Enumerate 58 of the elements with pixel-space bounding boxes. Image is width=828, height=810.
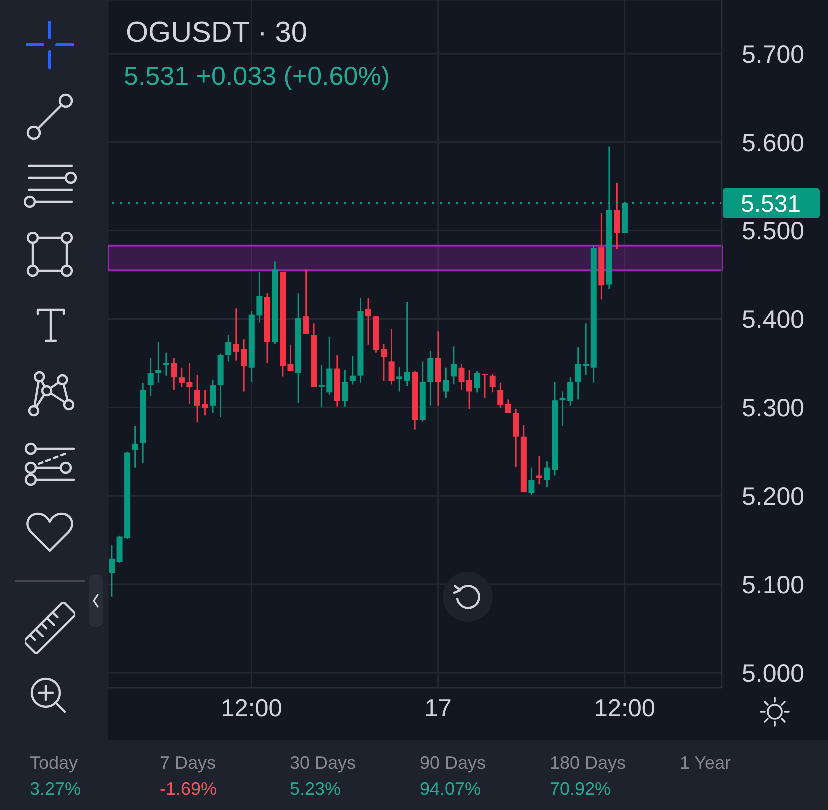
text: 7 Days	[160, 752, 216, 774]
candlestick	[226, 334, 232, 362]
candlestick	[156, 342, 162, 384]
candlestick	[482, 373, 488, 399]
candlestick	[428, 350, 434, 407]
y-tick-label: 5.700	[742, 40, 805, 69]
x-tick-label: 12:00	[221, 695, 282, 722]
candlestick	[342, 370, 348, 408]
candlestick	[171, 357, 178, 391]
y-tick-label: 5.400	[742, 306, 805, 334]
candlestick	[458, 364, 465, 391]
candlestick	[148, 357, 154, 397]
x-tick-label: 12:00	[594, 695, 656, 722]
y-tick-label: 5.100	[742, 571, 805, 600]
candlestick	[435, 330, 442, 407]
candlestick	[365, 297, 372, 346]
candlestick	[303, 269, 310, 335]
candlestick	[396, 366, 403, 392]
candlestick	[350, 356, 356, 386]
text: 30 Days	[290, 752, 356, 774]
text: 5.531 +0.033 (+0.60%)	[124, 60, 390, 92]
text: 90 Days	[420, 752, 486, 774]
candlestick	[109, 544, 115, 598]
candlestick	[288, 344, 294, 372]
candlestick	[505, 399, 512, 414]
text: Today	[30, 752, 78, 774]
y-tick-label: 5.600	[742, 129, 805, 158]
y-tick-label: 5.500	[742, 218, 805, 246]
ref-line-label: 5.531	[740, 190, 802, 218]
candlestick	[404, 302, 410, 388]
candlestick	[450, 346, 457, 386]
text: 5.23%	[290, 778, 342, 800]
candlestick	[388, 328, 395, 386]
candlestick	[536, 456, 542, 486]
candlestick	[443, 367, 450, 399]
candlestick	[210, 380, 216, 414]
text: 180 Days	[550, 752, 626, 774]
candlestick	[194, 374, 200, 424]
text: -1.69%	[160, 778, 218, 800]
candlestick	[513, 408, 520, 468]
candlestick	[614, 182, 620, 250]
text: OGUSDT · 30	[126, 16, 308, 51]
y-tick-label: 5.300	[742, 394, 805, 423]
y-tick-label: 5.000	[742, 660, 805, 688]
y-tick-label: 5.200	[742, 482, 805, 511]
candlestick	[544, 460, 550, 488]
candlestick	[202, 389, 208, 416]
candlestick	[528, 467, 535, 496]
x-tick-label: 17	[424, 695, 452, 722]
candlestick	[498, 382, 504, 410]
text: 70.92%	[550, 778, 612, 800]
text: 94.07%	[420, 778, 482, 800]
candlestick	[132, 426, 138, 469]
candlestick	[490, 373, 496, 394]
text: 3.27%	[30, 778, 82, 800]
candlestick	[474, 370, 480, 394]
text: 1 Year	[680, 752, 732, 774]
candlestick	[466, 370, 473, 410]
